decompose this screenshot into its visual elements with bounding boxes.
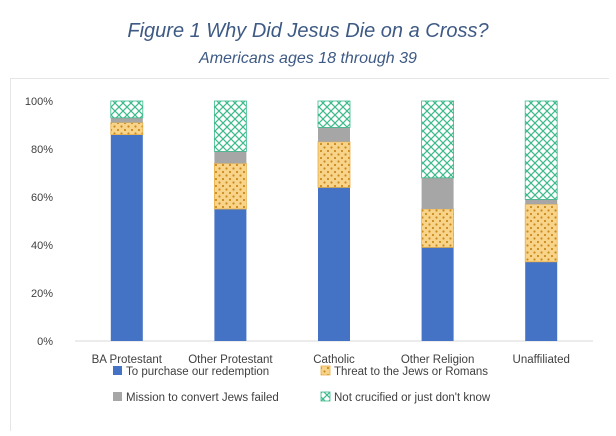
- title-block: Figure 1 Why Did Jesus Die on a Cross? A…: [0, 18, 616, 70]
- stacked-bar-chart: 0% 20% 40% 60% 80% 100% BA Protestant Other Pr…: [25, 96, 593, 404]
- y-tick-label: 80%: [31, 144, 53, 156]
- bar-segment: [214, 151, 247, 164]
- bar-segment: [214, 209, 247, 341]
- x-category-label: Other Protestant: [188, 354, 273, 366]
- legend-swatch: [113, 366, 122, 375]
- chart-title: Figure 1 Why Did Jesus Die on a Cross?: [127, 20, 489, 42]
- legend: To purchase our redemption Threat to the …: [113, 365, 491, 404]
- bar-segment: [421, 247, 454, 341]
- y-tick-label: 100%: [25, 96, 53, 108]
- legend-label: To purchase our redemption: [126, 366, 269, 378]
- bar-segment: [525, 199, 558, 205]
- bar-segment: [318, 187, 350, 341]
- y-tick-label: 20%: [31, 288, 53, 300]
- bar-segment: [421, 100, 455, 179]
- x-category-label: BA Protestant: [92, 354, 163, 366]
- legend-label: Mission to convert Jews failed: [126, 392, 279, 404]
- x-category-label: Other Religion: [401, 354, 475, 366]
- legend-swatch: [113, 392, 122, 401]
- bar-segment: [525, 261, 558, 341]
- x-axis-labels: BA Protestant Other Protestant Catholic Oth…: [92, 354, 570, 366]
- legend-item: Mission to convert Jews failed: [113, 392, 279, 404]
- bar-segment: [421, 208, 455, 248]
- legend-item: To purchase our redemption: [113, 366, 269, 378]
- y-tick-label: 40%: [31, 240, 53, 252]
- legend-swatch: [320, 365, 331, 376]
- bar-segment: [317, 100, 351, 128]
- bar-segment: [213, 163, 247, 210]
- bar-segment: [110, 117, 143, 123]
- bar-segment: [524, 203, 558, 263]
- bar-segment: [317, 141, 351, 188]
- y-axis-ticks: 0% 20% 40% 60% 80% 100%: [25, 96, 53, 348]
- legend-label: Threat to the Jews or Romans: [334, 366, 488, 378]
- legend-item: Not crucified or just don't know: [320, 391, 491, 404]
- y-tick-label: 0%: [37, 336, 53, 348]
- chart-area: 0% 20% 40% 60% 80% 100% BA Protestant Other Pr…: [10, 78, 609, 431]
- legend-item: Threat to the Jews or Romans: [320, 365, 488, 378]
- x-category-label: Catholic: [313, 354, 355, 366]
- bar-segment: [421, 177, 454, 209]
- bar-segment: [110, 134, 143, 341]
- y-tick-label: 60%: [31, 192, 53, 204]
- bar-segment: [110, 100, 144, 119]
- bar-segment: [318, 127, 350, 142]
- legend-swatch: [320, 391, 331, 402]
- chart-subtitle: Americans ages 18 through 39: [199, 50, 417, 67]
- legend-label: Not crucified or just don't know: [334, 392, 491, 404]
- bar-segment: [524, 100, 558, 200]
- bars: [110, 100, 558, 341]
- bar-segment: [213, 100, 247, 152]
- bar-segment: [110, 122, 144, 135]
- x-category-label: Unaffiliated: [513, 354, 570, 366]
